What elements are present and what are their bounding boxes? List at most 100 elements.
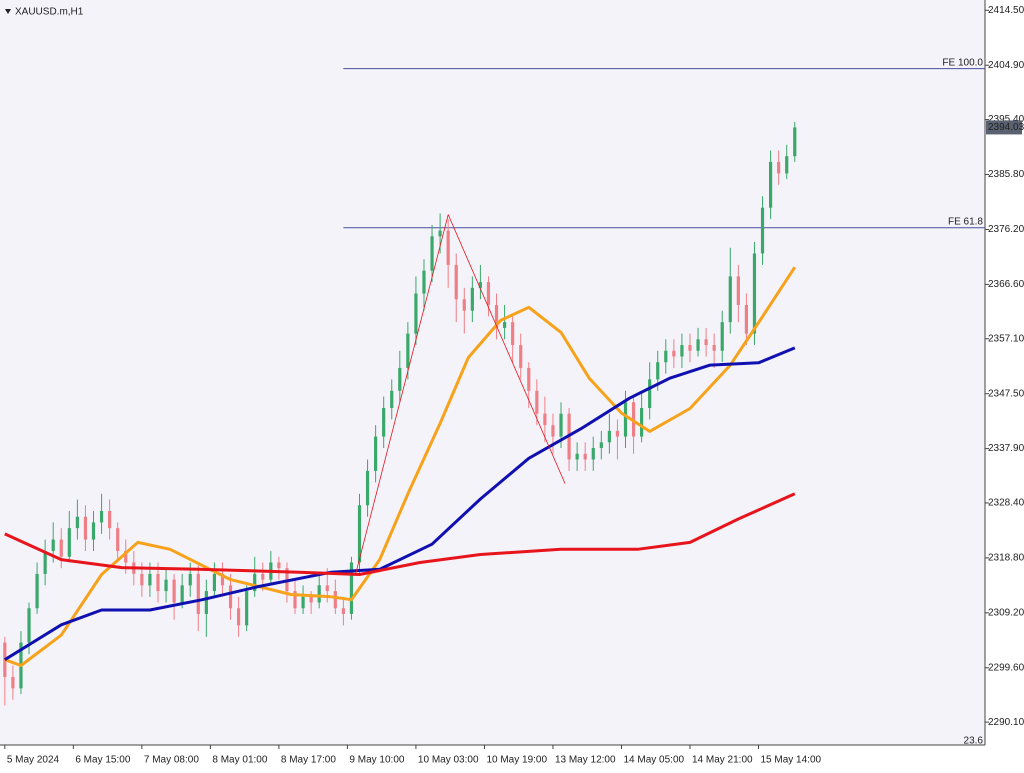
y-tick-label: 2357.10 — [988, 333, 1024, 344]
candle-body — [172, 579, 176, 603]
y-tick-label: 2385.80 — [988, 169, 1024, 180]
candle-body — [67, 528, 71, 557]
fib-label: FE 61.8 — [948, 216, 983, 227]
candle-body — [317, 585, 321, 603]
candle-body — [406, 333, 410, 368]
candle-body — [736, 276, 740, 305]
y-tick-label: 2309.20 — [988, 607, 1024, 618]
candle-body — [502, 322, 507, 328]
candle-body — [704, 339, 708, 346]
candle-body — [744, 304, 749, 334]
candle-body — [591, 448, 595, 460]
candle-body — [720, 322, 724, 351]
candle-body — [43, 551, 47, 574]
candle-body — [793, 127, 797, 157]
y-tick-label: 2347.50 — [988, 388, 1024, 399]
candle-body — [543, 413, 547, 426]
candle-body — [768, 161, 773, 208]
candle-body — [688, 345, 692, 351]
fib-label: FE 100.0 — [942, 57, 983, 68]
candle-body — [664, 350, 668, 363]
candle-body — [309, 596, 313, 603]
candle-body — [59, 539, 63, 557]
candle-body — [228, 585, 233, 609]
candle-body — [164, 579, 168, 592]
y-tick-label: 2290.10 — [988, 717, 1024, 728]
candle-body — [648, 379, 652, 408]
y-tick-label: 2404.90 — [988, 60, 1024, 71]
candle-body — [470, 287, 474, 311]
x-tick-label: 6 May 15:00 — [75, 755, 130, 766]
y-tick-label: 2337.90 — [988, 443, 1024, 454]
candle-body — [527, 367, 531, 391]
candle-body — [494, 304, 499, 328]
moving-average — [4, 346, 796, 661]
candle-body — [188, 573, 192, 586]
candle-body — [672, 350, 676, 357]
x-tick-label: 10 May 19:00 — [486, 755, 547, 766]
candle-body — [116, 528, 120, 552]
candle-body — [414, 293, 418, 334]
moving-average — [4, 492, 796, 576]
candle-body — [301, 596, 305, 609]
candle-body — [148, 573, 152, 586]
candle-body — [599, 442, 603, 449]
candle-body — [253, 573, 257, 592]
price-box — [986, 120, 1022, 135]
candle-body — [623, 402, 628, 437]
candle-body — [277, 562, 281, 569]
price-label: 2394.03 — [988, 122, 1024, 133]
candle-body — [640, 407, 644, 437]
candle-body — [180, 585, 184, 603]
candle-body — [374, 436, 378, 471]
candle-body — [261, 573, 265, 580]
candle-body — [575, 453, 579, 460]
x-tick-label: 14 May 05:00 — [623, 755, 684, 766]
candle-body — [462, 299, 466, 311]
x-tick-label: 14 May 21:00 — [692, 755, 753, 766]
x-tick-label: 7 May 08:00 — [144, 755, 199, 766]
candle-body — [551, 425, 555, 437]
candle-body — [712, 345, 716, 351]
candle-body — [212, 573, 217, 592]
moving-average — [4, 266, 797, 667]
candle-body — [349, 562, 354, 614]
candle-body — [696, 339, 700, 351]
candle-body — [486, 282, 491, 305]
candle-body — [398, 367, 402, 391]
candle-body — [752, 253, 757, 334]
candle-body — [51, 539, 55, 552]
candle-body — [99, 510, 104, 523]
candle-body — [236, 608, 241, 626]
y-tick-label: 2376.20 — [988, 224, 1024, 235]
candle-body — [511, 322, 515, 346]
candle-body — [390, 390, 394, 408]
x-tick-label: 9 May 10:00 — [349, 755, 404, 766]
candle-body — [357, 505, 362, 563]
y-tick-label: 2299.60 — [988, 662, 1024, 673]
candle-body — [220, 573, 225, 586]
x-tick-label: 15 May 14:00 — [760, 755, 821, 766]
menu-arrow[interactable] — [5, 9, 11, 14]
y-tick-label: 2328.40 — [988, 498, 1024, 509]
candle-body — [615, 430, 620, 437]
candle-body — [75, 516, 79, 529]
candle-body — [333, 591, 337, 609]
candle-body — [728, 276, 732, 323]
candle-body — [124, 551, 128, 563]
candle-body — [35, 573, 39, 609]
candle-body — [156, 573, 160, 592]
zigzag — [355, 214, 566, 575]
candle-body — [438, 230, 442, 237]
candle-body — [559, 413, 563, 437]
y-tick-label: 2395.40 — [988, 114, 1024, 125]
candle-body — [446, 230, 450, 265]
candle-body — [519, 345, 523, 368]
candle-body — [325, 585, 329, 592]
candle-body — [83, 516, 88, 540]
candle-body — [656, 362, 660, 380]
candle-body — [140, 573, 144, 586]
y-tick-label: 2414.50 — [988, 5, 1024, 16]
x-tick-label: 5 May 2024 — [7, 755, 60, 766]
